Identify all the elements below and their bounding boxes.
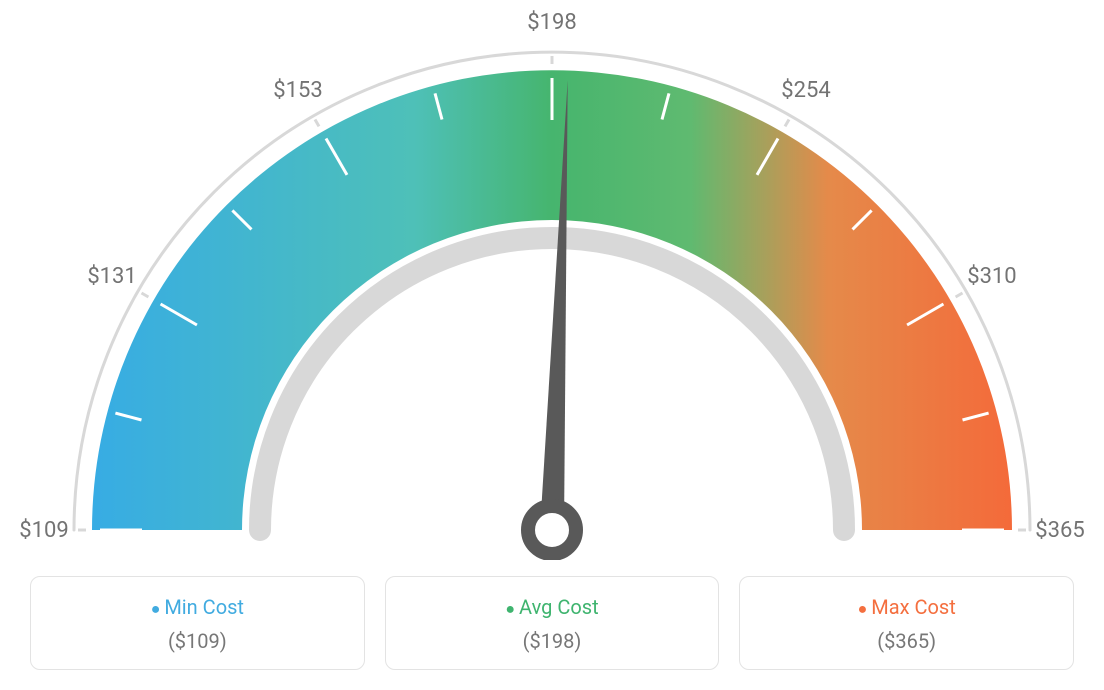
legend-max-value: ($365) xyxy=(750,629,1063,653)
gauge-needle-hub xyxy=(528,506,576,554)
gauge-tick-label: $365 xyxy=(1035,518,1084,543)
legend-max-label: Max Cost xyxy=(750,595,1063,619)
legend-row: Min Cost ($109) Avg Cost ($198) Max Cost… xyxy=(30,576,1074,670)
legend-avg-card: Avg Cost ($198) xyxy=(385,576,720,670)
gauge-tick-label: $198 xyxy=(527,10,576,35)
legend-min-value: ($109) xyxy=(41,629,354,653)
legend-avg-label: Avg Cost xyxy=(396,595,709,619)
gauge-tick-label: $153 xyxy=(273,78,322,103)
gauge-tick-label: $310 xyxy=(967,264,1016,289)
legend-avg-value: ($198) xyxy=(396,629,709,653)
gauge-tick-label: $109 xyxy=(19,518,68,543)
gauge-tick-label: $131 xyxy=(87,264,136,289)
gauge-tick-outer xyxy=(956,293,963,297)
legend-min-label: Min Cost xyxy=(41,595,354,619)
legend-min-card: Min Cost ($109) xyxy=(30,576,365,670)
gauge-tick-outer xyxy=(785,120,789,127)
gauge-tick-outer xyxy=(315,120,319,127)
gauge-svg: $109 $131 $153 $198 $254 $310 $365 xyxy=(0,0,1104,560)
legend-max-card: Max Cost ($365) xyxy=(739,576,1074,670)
gauge-chart: $109 $131 $153 $198 $254 $310 $365 xyxy=(0,0,1104,560)
gauge-tick-label: $254 xyxy=(781,78,830,103)
gauge-tick-outer xyxy=(142,293,149,297)
